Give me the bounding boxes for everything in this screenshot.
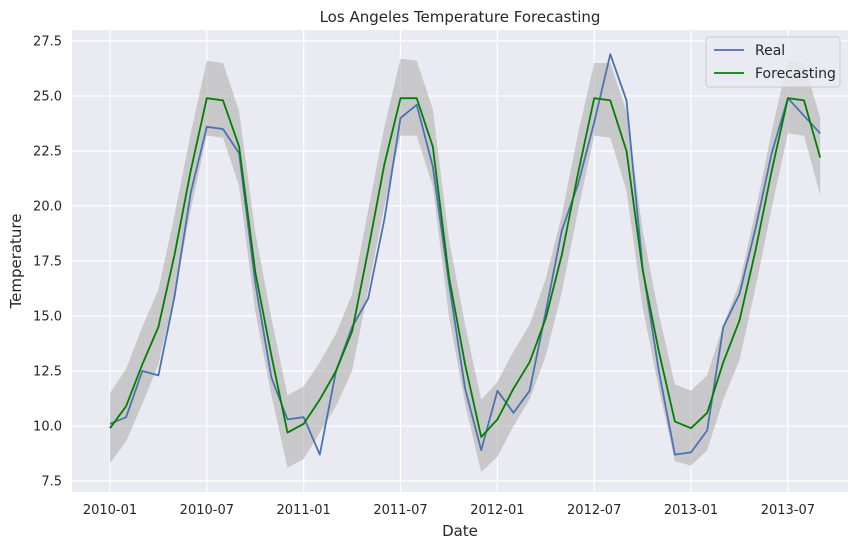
x-tick-label: 2013-07: [761, 503, 815, 518]
x-axis-label: Date: [442, 522, 478, 540]
y-tick-label: 22.5: [33, 145, 62, 160]
x-tick-label: 2011-07: [373, 503, 427, 518]
x-tick-label: 2010-07: [180, 503, 234, 518]
x-tick-label: 2013-01: [664, 503, 718, 518]
chart-title: Los Angeles Temperature Forecasting: [320, 8, 601, 26]
y-axis-ticks: 7.5 10.0 12.5 15.0 17.5 20.0 22.5 25.0 27.5: [33, 35, 62, 490]
y-tick-label: 10.0: [33, 420, 62, 435]
y-tick-label: 27.5: [33, 35, 62, 50]
legend-label-real: Real: [755, 43, 785, 59]
y-axis-label: Temperature: [7, 213, 25, 309]
y-tick-label: 7.5: [41, 475, 62, 490]
legend: Real Forecasting: [705, 36, 841, 88]
x-tick-label: 2011-01: [277, 503, 331, 518]
series-line-real: [109, 53, 821, 456]
series-line-forecasting: [109, 97, 822, 438]
x-tick-label: 2012-07: [567, 503, 621, 518]
y-tick-label: 25.0: [33, 90, 62, 105]
y-tick-label: 17.5: [33, 255, 62, 270]
x-tick-label: 2012-01: [470, 503, 524, 518]
x-tick-label: 2010-01: [83, 503, 137, 518]
y-tick-label: 15.0: [33, 310, 62, 325]
legend-label-forecasting: Forecasting: [755, 66, 836, 82]
series-layer: [109, 53, 822, 456]
x-axis-ticks: 2010-01 2010-07 2011-01 2011-07 2012-01 2012-…: [83, 503, 815, 518]
y-tick-label: 12.5: [33, 365, 62, 380]
y-tick-label: 20.0: [33, 200, 62, 215]
